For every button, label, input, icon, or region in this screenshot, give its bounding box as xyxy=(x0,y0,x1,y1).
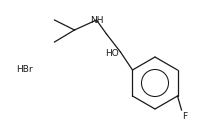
Text: HBr: HBr xyxy=(16,64,33,74)
Text: HO: HO xyxy=(104,48,118,58)
Text: NH: NH xyxy=(89,16,103,25)
Text: F: F xyxy=(182,112,187,121)
